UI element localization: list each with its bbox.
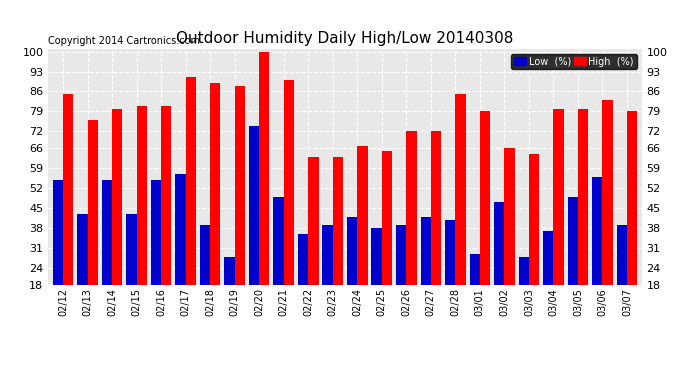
Title: Outdoor Humidity Daily High/Low 20140308: Outdoor Humidity Daily High/Low 20140308 — [177, 31, 513, 46]
Bar — [112, 108, 122, 336]
Bar — [52, 180, 63, 336]
Bar — [333, 157, 343, 336]
Bar — [259, 52, 270, 336]
Bar — [382, 151, 392, 336]
Bar — [63, 94, 73, 336]
Bar — [322, 225, 333, 336]
Bar — [396, 225, 406, 336]
Bar — [249, 126, 259, 336]
Bar — [445, 219, 455, 336]
Bar — [617, 225, 627, 336]
Bar — [553, 108, 564, 336]
Bar — [357, 146, 368, 336]
Legend: Low  (%), High  (%): Low (%), High (%) — [511, 54, 637, 69]
Bar — [175, 174, 186, 336]
Bar — [77, 214, 88, 336]
Bar — [137, 106, 147, 336]
Bar — [578, 108, 589, 336]
Bar — [284, 80, 294, 336]
Bar — [543, 231, 553, 336]
Bar — [371, 228, 382, 336]
Bar — [308, 157, 319, 336]
Bar — [480, 111, 490, 336]
Bar — [431, 131, 441, 336]
Bar — [420, 217, 431, 336]
Bar — [494, 202, 504, 336]
Bar — [470, 254, 480, 336]
Bar — [568, 197, 578, 336]
Bar — [406, 131, 417, 336]
Bar — [455, 94, 466, 336]
Bar — [224, 256, 235, 336]
Text: Copyright 2014 Cartronics.com: Copyright 2014 Cartronics.com — [48, 36, 200, 46]
Bar — [200, 225, 210, 336]
Bar — [529, 154, 539, 336]
Bar — [235, 86, 245, 336]
Bar — [627, 111, 638, 336]
Bar — [186, 77, 196, 336]
Bar — [298, 234, 308, 336]
Bar — [151, 180, 161, 336]
Bar — [126, 214, 137, 336]
Bar — [210, 83, 220, 336]
Bar — [273, 197, 284, 336]
Bar — [161, 106, 171, 336]
Bar — [504, 148, 515, 336]
Bar — [347, 217, 357, 336]
Bar — [519, 256, 529, 336]
Bar — [101, 180, 112, 336]
Bar — [602, 100, 613, 336]
Bar — [88, 120, 98, 336]
Bar — [592, 177, 602, 336]
